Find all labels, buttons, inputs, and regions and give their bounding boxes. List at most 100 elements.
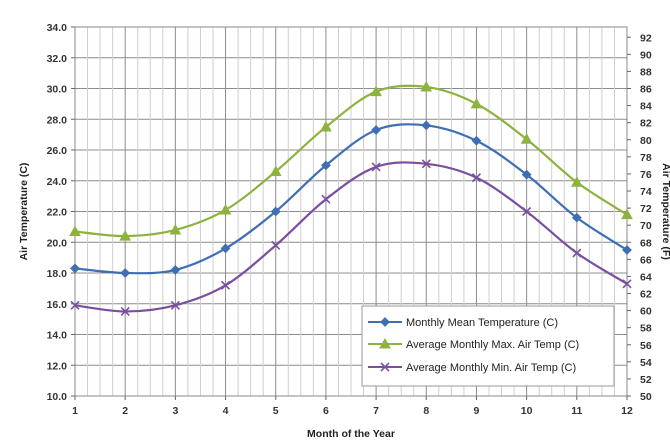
data-point [219, 203, 232, 215]
y2-tick-label: 56 [640, 340, 652, 352]
y-tick-label: 12.0 [47, 360, 68, 372]
data-point-stroke [522, 206, 532, 217]
legend-marker [379, 337, 391, 349]
y2-axis-label: Air Temperature (F) [660, 163, 670, 260]
x-tick-label: 12 [621, 405, 633, 417]
y2-tick-label: 68 [640, 237, 652, 249]
series-2 [70, 159, 632, 317]
legend: Monthly Mean Temperature (C) Average Mon… [361, 305, 615, 387]
x-tick-label: 10 [521, 405, 533, 417]
data-point [321, 160, 331, 171]
data-point [269, 165, 282, 177]
data-point [522, 206, 532, 217]
data-point [170, 265, 181, 275]
y2-tick-label: 52 [640, 374, 652, 386]
y2-tick-label: 90 [640, 49, 652, 61]
data-point [220, 280, 231, 290]
y-tick-label: 24.0 [47, 176, 68, 188]
data-point-stroke [120, 306, 130, 317]
y2-tick-label: 70 [640, 220, 652, 232]
data-point [421, 120, 432, 131]
y2-tick-label: 72 [640, 203, 652, 215]
series-1 [69, 80, 633, 241]
x-axis: 1 2 3 4 5 6 7 8 9 10 11 12 [72, 396, 633, 417]
y2-tick-label: 60 [640, 306, 652, 318]
x-tick-label: 3 [172, 405, 178, 417]
data-point [270, 206, 281, 217]
x-tick-label: 4 [223, 405, 229, 417]
data-point [120, 268, 131, 278]
y2-tick-label: 54 [640, 357, 652, 369]
x-axis-label: Month of the Year [307, 428, 395, 440]
x-tick-label: 5 [273, 405, 279, 417]
data-point-stroke [271, 240, 281, 250]
legend-marker-mean [380, 317, 390, 327]
data-point [570, 176, 583, 187]
data-point [572, 248, 582, 258]
data-point [320, 120, 332, 132]
y2-tick-label: 50 [640, 391, 652, 403]
legend-marker-min [380, 362, 390, 372]
data-point [69, 225, 81, 236]
data-point [471, 173, 482, 183]
y-tick-label: 20.0 [47, 237, 68, 249]
y-tick-label: 26.0 [47, 145, 68, 157]
legend-marker [380, 317, 390, 327]
x-tick-label: 2 [122, 405, 128, 417]
data-point [622, 279, 632, 289]
data-point [571, 212, 582, 223]
y-tick-label: 14.0 [47, 330, 68, 342]
y2-tick-label: 80 [640, 135, 652, 147]
left-y-axis: 10.0 12.0 14.0 16.0 18.0 20.0 22.0 24.0 26.0 28.0… [47, 22, 75, 403]
y2-tick-label: 62 [640, 289, 652, 301]
y-tick-label: 28.0 [47, 114, 68, 126]
data-point [371, 125, 381, 135]
data-point [321, 194, 331, 204]
legend-marker [380, 362, 390, 372]
data-point-stroke [572, 248, 582, 258]
data-point-stroke [421, 159, 431, 169]
data-point [271, 240, 281, 250]
data-point-stroke [321, 194, 331, 204]
x-tick-label: 9 [474, 405, 480, 417]
x-tick-label: 7 [373, 405, 379, 417]
y-tick-label: 22.0 [47, 207, 68, 219]
data-point-stroke [170, 300, 180, 310]
x-tick-label: 11 [571, 405, 582, 417]
y2-tick-label: 74 [640, 186, 652, 198]
data-point [421, 159, 431, 169]
data-point-stroke [220, 280, 231, 290]
legend-marker-max [379, 337, 391, 349]
data-point [622, 245, 632, 255]
data-point-stroke [70, 300, 80, 310]
legend-marker-stroke [380, 362, 390, 372]
y2-tick-label: 84 [640, 101, 652, 113]
y2-tick-label: 64 [640, 271, 652, 283]
y2-tick-label: 88 [640, 66, 652, 78]
y2-tick-label: 82 [640, 118, 652, 130]
y-tick-label: 10.0 [47, 391, 68, 403]
data-point [370, 85, 382, 97]
y-tick-label: 34.0 [47, 22, 68, 34]
data-point [170, 300, 180, 310]
data-point [120, 306, 130, 317]
data-point [470, 97, 483, 109]
y-tick-label: 30.0 [47, 84, 68, 96]
data-point [119, 230, 132, 241]
legend-box [361, 305, 615, 387]
x-tick-label: 8 [423, 405, 429, 417]
y2-tick-label: 66 [640, 254, 652, 266]
x-tick-label: 6 [323, 405, 329, 417]
data-point [70, 263, 80, 274]
y2-tick-label: 76 [640, 169, 652, 181]
data-point-stroke [371, 162, 381, 172]
data-point [521, 169, 532, 180]
data-point [169, 223, 182, 235]
data-point [420, 80, 433, 92]
data-point [621, 208, 633, 220]
data-point [220, 243, 231, 254]
x-tick-label: 1 [72, 405, 78, 417]
y2-tick-label: 86 [640, 84, 652, 96]
legend-label-mean: Monthly Mean Temperature (C) [406, 317, 558, 329]
